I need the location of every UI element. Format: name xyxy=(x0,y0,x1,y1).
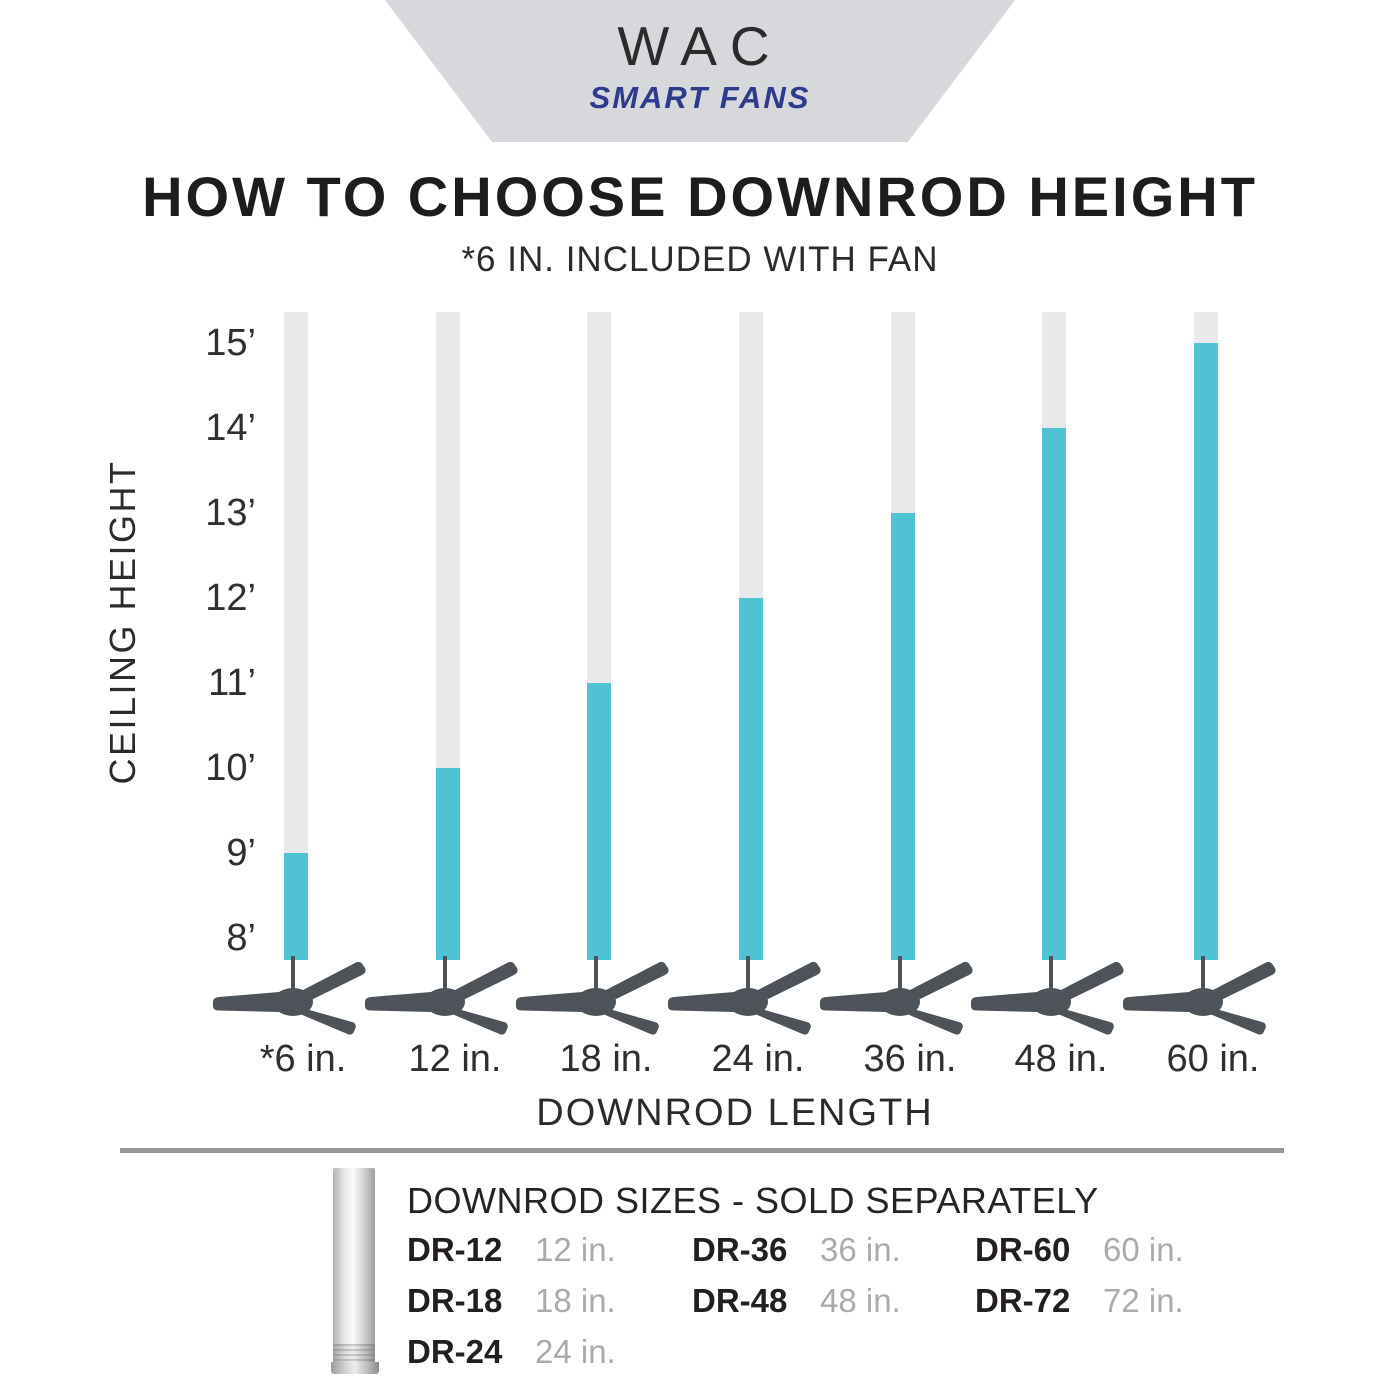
y-tick-label: 9’ xyxy=(226,832,256,874)
rod-track xyxy=(284,312,308,960)
downrod-bar-group: 60 in. xyxy=(1115,312,1285,1122)
downrod-bar-group: 18 in. xyxy=(508,312,678,1122)
downrod-bar-group: 12 in. xyxy=(357,312,527,1122)
y-tick-label: 10’ xyxy=(205,747,256,789)
downrod-size-row: DR-60 60 in. xyxy=(975,1224,1184,1275)
footer-heading: DOWNROD SIZES - SOLD SEPARATELY xyxy=(407,1180,1099,1221)
brand-tagline: SMART FANS xyxy=(589,80,811,115)
y-tick-label: 11’ xyxy=(208,662,256,704)
ceiling-fan-icon xyxy=(1115,956,1285,1036)
downrod-size-column: DR-60 60 in. DR-72 72 in. xyxy=(975,1224,1184,1326)
rod-track xyxy=(1194,312,1218,960)
part-length: 12 in. xyxy=(535,1231,616,1268)
rod-fill xyxy=(891,513,915,960)
rod-track xyxy=(1042,312,1066,960)
page-title: HOW TO CHOOSE DOWNROD HEIGHT xyxy=(142,165,1258,228)
rod-fill xyxy=(284,853,308,960)
part-length: 48 in. xyxy=(820,1282,901,1319)
downrod-size-row: DR-72 72 in. xyxy=(975,1275,1184,1326)
downrod-size-column: DR-12 12 in. DR-18 18 in. DR-24 24 in. xyxy=(407,1224,616,1377)
x-category-label: 60 in. xyxy=(1166,1038,1260,1080)
y-tick-label: 15’ xyxy=(205,322,256,364)
part-length: 60 in. xyxy=(1103,1231,1184,1268)
x-category-label: 48 in. xyxy=(1014,1038,1108,1080)
downrod-flange xyxy=(331,1362,379,1374)
y-tick-label: 8’ xyxy=(226,917,256,959)
ceiling-fan-icon xyxy=(357,956,527,1036)
part-length: 72 in. xyxy=(1103,1282,1184,1319)
rod-track xyxy=(587,312,611,960)
rod-track xyxy=(436,312,460,960)
part-length: 24 in. xyxy=(535,1333,616,1370)
rod-fill xyxy=(587,683,611,960)
x-category-label: 18 in. xyxy=(559,1038,653,1080)
part-number: DR-72 xyxy=(975,1282,1071,1319)
y-tick-label: 14’ xyxy=(205,407,256,449)
rod-fill xyxy=(436,768,460,960)
downrod-size-row: DR-24 24 in. xyxy=(407,1326,616,1377)
rod-track xyxy=(891,312,915,960)
downrod-bar-group: 36 in. xyxy=(812,312,982,1122)
downrod-bar-group: 48 in. xyxy=(963,312,1133,1122)
downrod-bar-group: *6 in. xyxy=(205,312,375,1122)
ceiling-fan-icon xyxy=(205,956,375,1036)
part-length: 18 in. xyxy=(535,1282,616,1319)
downrod-size-row: DR-12 12 in. xyxy=(407,1224,616,1275)
downrod-size-column: DR-36 36 in. DR-48 48 in. xyxy=(692,1224,901,1326)
x-category-label: *6 in. xyxy=(259,1038,347,1080)
ceiling-fan-icon xyxy=(660,956,830,1036)
rod-fill xyxy=(1042,428,1066,960)
x-category-label: 24 in. xyxy=(711,1038,805,1080)
y-tick-label: 12’ xyxy=(205,577,256,619)
part-number: DR-12 xyxy=(407,1231,503,1268)
part-length: 36 in. xyxy=(820,1231,901,1268)
y-tick-label: 13’ xyxy=(205,492,256,534)
part-number: DR-60 xyxy=(975,1231,1071,1268)
brand-header: WAC SMART FANS xyxy=(385,0,1015,142)
rod-track xyxy=(739,312,763,960)
subtitle-note: *6 IN. INCLUDED WITH FAN xyxy=(461,240,939,279)
part-number: DR-48 xyxy=(692,1282,788,1319)
ceiling-fan-icon xyxy=(963,956,1133,1036)
x-category-label: 36 in. xyxy=(863,1038,957,1080)
ceiling-fan-icon xyxy=(508,956,678,1036)
downrod-image xyxy=(331,1168,379,1374)
downrod-bar-group: 24 in. xyxy=(660,312,830,1122)
rod-fill xyxy=(1194,343,1218,960)
part-number: DR-24 xyxy=(407,1333,503,1370)
x-axis-label: DOWNROD LENGTH xyxy=(536,1092,934,1134)
downrod-tube xyxy=(333,1168,375,1344)
downrod-size-row: DR-36 36 in. xyxy=(692,1224,901,1275)
part-number: DR-18 xyxy=(407,1282,503,1319)
ceiling-fan-icon xyxy=(812,956,982,1036)
rod-fill xyxy=(739,598,763,960)
part-number: DR-36 xyxy=(692,1231,788,1268)
downrod-size-row: DR-18 18 in. xyxy=(407,1275,616,1326)
x-category-label: 12 in. xyxy=(408,1038,502,1080)
downrod-threads xyxy=(333,1344,375,1364)
downrod-size-row: DR-48 48 in. xyxy=(692,1275,901,1326)
section-divider xyxy=(120,1148,1284,1153)
brand-logo: WAC xyxy=(617,15,783,77)
